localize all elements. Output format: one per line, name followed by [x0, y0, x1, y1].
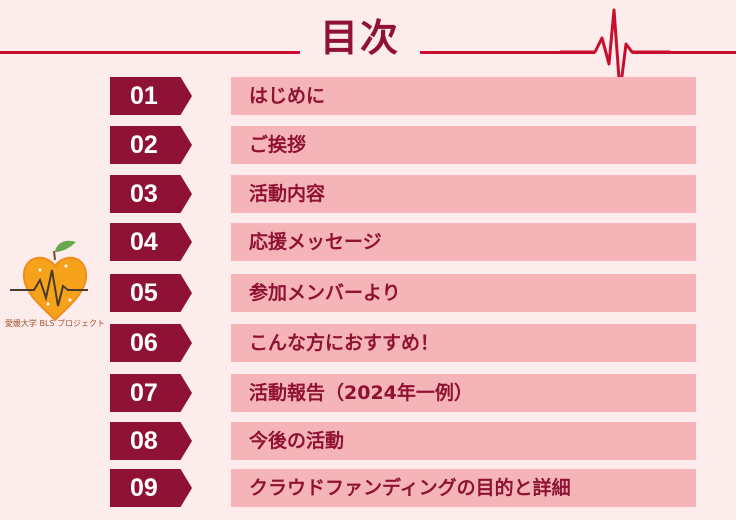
- header-line-left: [0, 51, 300, 54]
- toc-number: 05: [110, 274, 192, 312]
- toc-number: 09: [110, 469, 192, 507]
- toc-row[interactable]: 03 活動内容: [110, 175, 696, 213]
- heartbeat-icon: [560, 8, 670, 94]
- toc-label: こんな方におすすめ！: [231, 324, 696, 362]
- toc-number: 03: [110, 175, 192, 213]
- toc-row[interactable]: 09 クラウドファンディングの目的と詳細: [110, 469, 696, 507]
- toc-row[interactable]: 05 参加メンバーより: [110, 274, 696, 312]
- toc-number: 06: [110, 324, 192, 362]
- toc-number: 02: [110, 126, 192, 164]
- toc-label: ご挨拶: [231, 126, 696, 164]
- toc-number: 01: [110, 77, 192, 115]
- header-line-right: [420, 51, 595, 54]
- toc-row[interactable]: 04 応援メッセージ: [110, 223, 696, 261]
- toc-label: 今後の活動: [231, 422, 696, 460]
- toc-row[interactable]: 02 ご挨拶: [110, 126, 696, 164]
- toc-label: 活動内容: [231, 175, 696, 213]
- toc-number: 04: [110, 223, 192, 261]
- logo-caption: 愛媛大学 BLS プロジェクト: [4, 319, 106, 328]
- toc-number: 08: [110, 422, 192, 460]
- page-title: 目次: [319, 16, 400, 60]
- toc-row[interactable]: 01 はじめに: [110, 77, 696, 115]
- toc-label: 活動報告（2024年一例）: [231, 374, 696, 412]
- toc-number: 07: [110, 374, 192, 412]
- toc-row[interactable]: 08 今後の活動: [110, 422, 696, 460]
- toc-label: 参加メンバーより: [231, 274, 696, 312]
- header-line-far-right: [632, 51, 736, 54]
- orange-heart-logo: [10, 240, 88, 322]
- toc-row[interactable]: 07 活動報告（2024年一例）: [110, 374, 696, 412]
- toc-label: はじめに: [231, 77, 696, 115]
- toc-row[interactable]: 06 こんな方におすすめ！: [110, 324, 696, 362]
- toc-label: 応援メッセージ: [231, 223, 696, 261]
- toc-label: クラウドファンディングの目的と詳細: [231, 469, 696, 507]
